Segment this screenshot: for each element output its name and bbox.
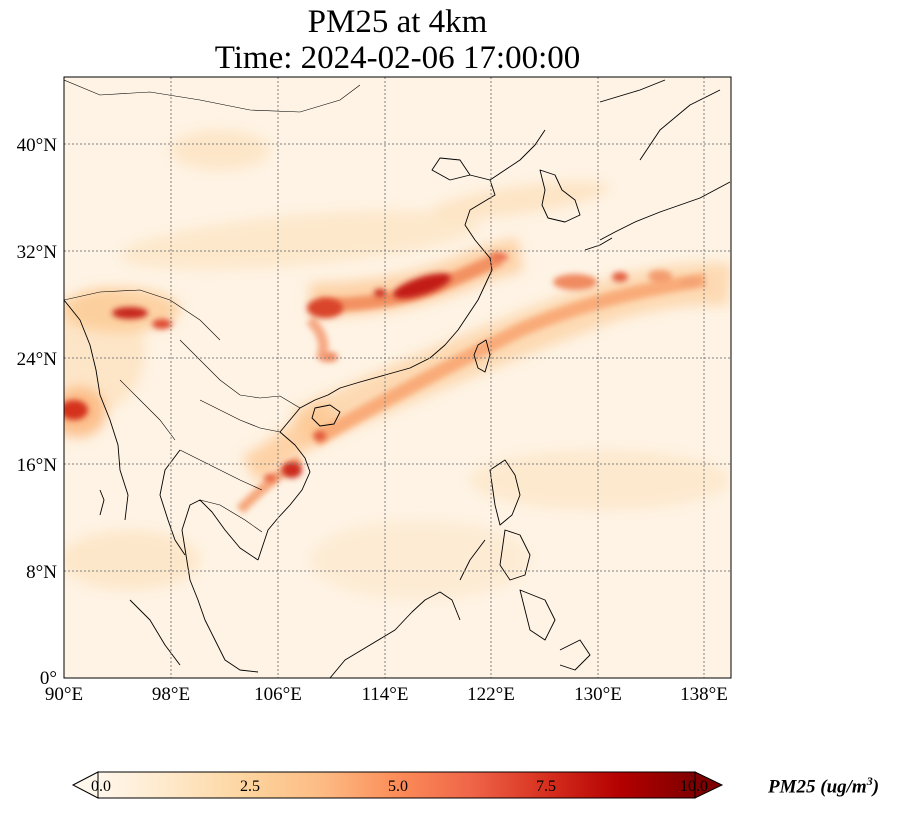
lon-tick-label: 106°E bbox=[254, 684, 302, 705]
colorbar-gradient bbox=[97, 771, 696, 799]
colorbar-title-close: ) bbox=[872, 776, 880, 798]
lat-tick-label: 24°N bbox=[17, 349, 58, 370]
colorbar-title: PM25 (ug/m3) bbox=[768, 774, 879, 798]
lat-tick-label: 40°N bbox=[17, 135, 58, 156]
lon-tick-label: 130°E bbox=[574, 684, 622, 705]
colorbar-title-text: PM25 (ug/m bbox=[768, 776, 867, 798]
lon-tick-label: 90°E bbox=[45, 684, 83, 705]
map-frame bbox=[63, 76, 732, 679]
colorbar-tick-label: 7.5 bbox=[536, 778, 556, 795]
lat-tick-label: 32°N bbox=[17, 242, 58, 263]
coastlines bbox=[64, 79, 731, 678]
lon-tick-label: 138°E bbox=[680, 684, 728, 705]
lon-tick-label: 114°E bbox=[362, 684, 409, 705]
colorbar-tick-label: 2.5 bbox=[240, 778, 260, 795]
lat-tick-label: 8°N bbox=[26, 562, 57, 583]
map-title-line2: Time: 2024-02-06 17:00:00 bbox=[214, 40, 581, 76]
colorbar-max-extend bbox=[694, 771, 724, 799]
lat-tick-label: 16°N bbox=[17, 455, 58, 476]
colorbar-title-exponent: 3 bbox=[866, 774, 873, 788]
colorbar-tick-label: 5.0 bbox=[388, 778, 408, 795]
map-title-line1: PM25 at 4km bbox=[307, 4, 488, 40]
colorbar bbox=[71, 771, 724, 799]
lon-tick-label: 122°E bbox=[467, 684, 515, 705]
country-borders bbox=[64, 79, 361, 533]
pm25-concentration-field bbox=[64, 79, 731, 678]
lon-tick-label: 98°E bbox=[152, 684, 190, 705]
lat-tick-label: 0° bbox=[40, 668, 57, 689]
colorbar-tick-label: 10.0 bbox=[680, 778, 708, 795]
gridlines bbox=[64, 77, 731, 678]
colorbar-tick-label: 0.0 bbox=[91, 778, 111, 795]
